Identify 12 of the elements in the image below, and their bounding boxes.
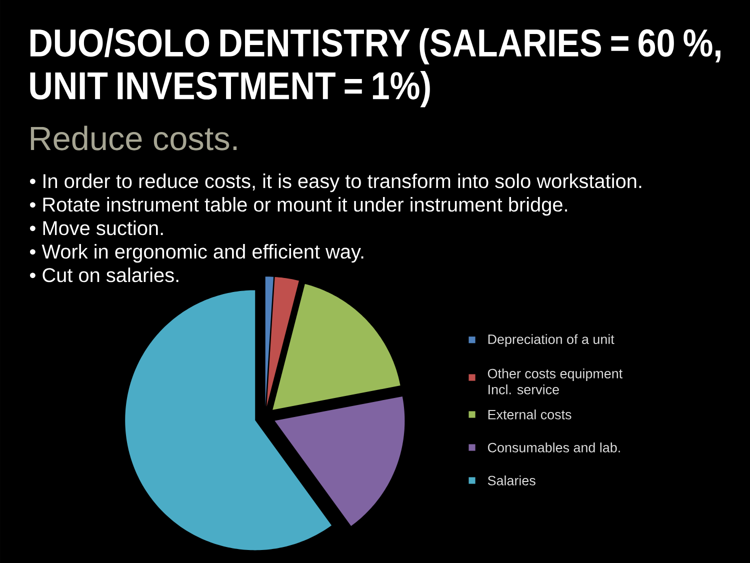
legend-label: Depreciation of a unit	[488, 334, 614, 347]
text: • Rotate instrument table or mount it under instrument bridge.	[30, 197, 567, 216]
text: • Work in ergonomic and efficient way.	[30, 244, 364, 263]
chart-subtitle: Reduce costs.	[30, 126, 237, 150]
legend-label: External costs	[488, 409, 572, 420]
legend-label: Other costs equipment Incl. service	[488, 368, 622, 394]
legend-label: Consumables and lab.	[488, 442, 620, 452]
text: • Cut on salaries.	[30, 268, 178, 282]
chart-title: DUO/SOLO DENTISTRY (SALARIES = 60 %, UNIT INVESTMENT = 1%)	[30, 28, 720, 108]
text: • In order to reduce costs, it is easy to transform into solo workstation.	[30, 174, 642, 192]
text: • Move suction.	[30, 220, 163, 236]
legend-label: Salaries	[488, 475, 536, 486]
